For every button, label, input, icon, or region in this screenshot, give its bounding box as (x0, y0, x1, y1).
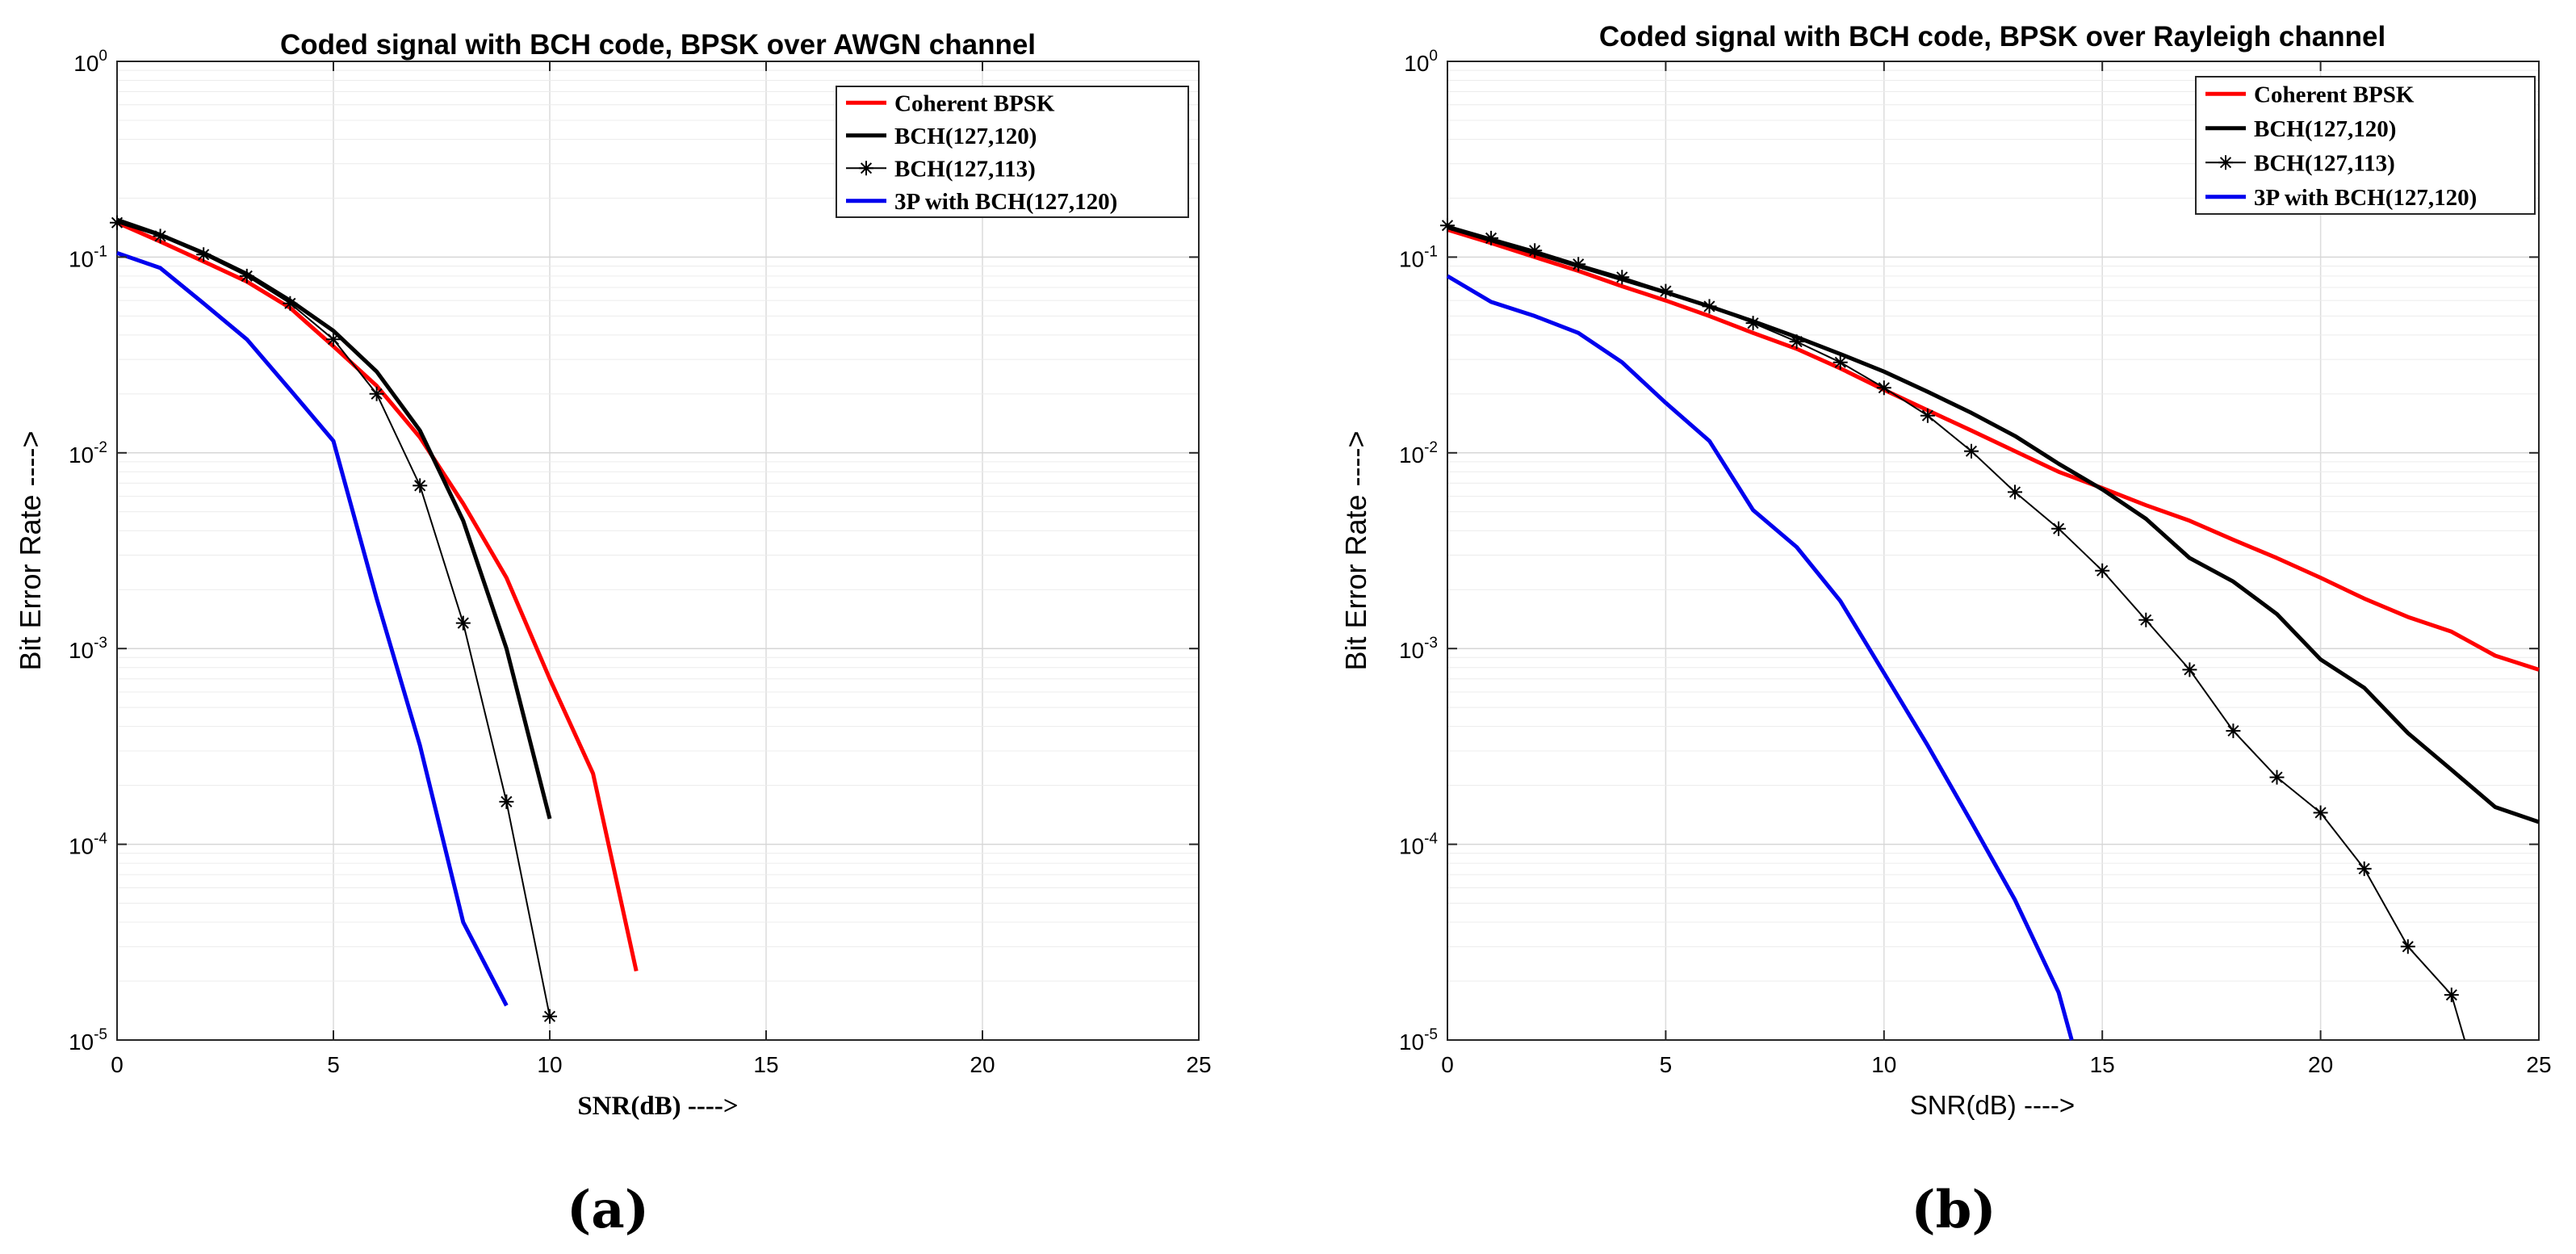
series-marker (542, 1009, 557, 1024)
x-tick-label: 15 (753, 1052, 778, 1077)
legend-entry: BCH(127,113) (894, 156, 1036, 182)
series-line (116, 217, 552, 820)
x-tick-label: 10 (537, 1052, 562, 1077)
series-marker (1484, 230, 1499, 245)
series-marker (499, 794, 514, 809)
series-marker (1876, 380, 1891, 396)
series-marker (1745, 316, 1761, 331)
series-marker (1527, 243, 1543, 258)
legend-entry: BCH(127,113) (2254, 150, 2395, 176)
legend-box (2195, 76, 2536, 215)
x-axis-label-a: SNR(dB) ----> (577, 1092, 738, 1121)
y-tick-label: 10-2 (1399, 439, 1438, 468)
x-tick-label: 20 (2308, 1052, 2333, 1077)
legend-marker (859, 161, 873, 176)
series-marker (239, 268, 254, 283)
x-tick-label: 5 (1660, 1052, 1673, 1077)
chart-title-b: Coded signal with BCH code, BPSK over Ra… (1599, 21, 2385, 52)
tick-labels-a: 0 5 10 15 20 25 10-5 10-4 10-3 10-2 10-1 100 (69, 48, 1212, 1077)
legend-entry: BCH(127,120) (2254, 116, 2396, 142)
series-layer-a (110, 215, 639, 1024)
series-marker (455, 615, 471, 631)
series-marker (1658, 283, 1673, 299)
series-line (1447, 225, 2540, 824)
series-marker (1920, 408, 1935, 423)
y-tick-label: 10-3 (1399, 635, 1438, 663)
series-marker (1964, 443, 1979, 459)
series-marker (1833, 354, 1848, 370)
y-tick-label: 100 (73, 48, 107, 76)
series-marker (1615, 270, 1630, 285)
series-marker (2313, 805, 2328, 820)
legend-b: Coherent BPSK BCH(127,120) BCH(127,113) 3P … (2195, 76, 2536, 215)
series-marker (2226, 723, 2241, 739)
series-marker (2356, 861, 2372, 876)
tick-labels-b: 0 5 10 15 20 25 10-5 10-4 10-3 10-2 10-1 100 (1399, 48, 2552, 1077)
y-axis-label-b: Bit Error Rate ----> (1339, 430, 1372, 670)
chart-title-a: Coded signal with BCH code, BPSK over AW… (280, 29, 1036, 61)
legend-marker (2218, 155, 2233, 170)
series-marker (2095, 563, 2110, 578)
legend-entry: BCH(127,120) (894, 124, 1037, 149)
x-tick-label: 5 (327, 1052, 340, 1077)
y-tick-label: 10-3 (69, 635, 107, 663)
legend-entry: Coherent BPSK (2254, 82, 2415, 107)
x-axis-label-b: SNR(dB) ----> (1910, 1090, 2075, 1120)
x-tick-label: 0 (1441, 1052, 1454, 1077)
legend-a: Coherent BPSK BCH(127,120) BCH(127,113) 3P … (836, 86, 1189, 218)
series-marker (413, 478, 428, 493)
y-axis-label-a: Bit Error Rate ----> (14, 430, 47, 670)
panel-label-b: (b) (1911, 1180, 1996, 1240)
series-layer-b (1440, 218, 2540, 1041)
x-tick-label: 15 (2090, 1052, 2115, 1077)
series-marker (1702, 299, 1717, 314)
series-marker (326, 332, 341, 347)
series-marker (110, 215, 124, 230)
x-tick-label: 10 (1871, 1052, 1896, 1077)
series-marker (153, 229, 168, 244)
plot-frame-b (1447, 61, 2540, 1041)
legend-entry: 3P with BCH(127,120) (894, 189, 1117, 215)
series-marker (283, 296, 298, 311)
y-tick-label: 10-1 (1399, 243, 1438, 271)
y-tick-label: 100 (1404, 48, 1438, 76)
x-tick-label: 25 (1186, 1052, 1211, 1077)
y-tick-label: 10-5 (1399, 1026, 1438, 1055)
legend-box (836, 86, 1189, 218)
x-tick-label: 0 (111, 1052, 124, 1077)
series-marker (2400, 939, 2415, 954)
series-marker (1571, 257, 1586, 272)
plot-frame-a (116, 61, 1200, 1041)
panel-label-a: (a) (567, 1180, 649, 1240)
series-marker (1440, 218, 1455, 233)
series-line (1447, 228, 2540, 672)
series-line (116, 250, 509, 1007)
x-tick-label: 25 (2526, 1052, 2551, 1077)
series-marker (2051, 521, 2067, 536)
series-marker (2182, 662, 2197, 677)
y-tick-label: 10-5 (69, 1026, 107, 1055)
y-tick-label: 10-4 (69, 831, 107, 859)
series-marker (2008, 484, 2022, 500)
series-marker (2138, 612, 2154, 627)
chart-panel-b: 0 5 10 15 20 25 10-5 10-4 10-3 10-2 10-1 100 Coded … (1339, 21, 2552, 1240)
series-marker (1789, 334, 1804, 350)
series-marker (2269, 770, 2285, 785)
legend-entry: 3P with BCH(127,120) (2254, 185, 2477, 211)
y-tick-label: 10-1 (69, 243, 107, 271)
y-tick-label: 10-4 (1399, 831, 1438, 859)
series-marker (369, 386, 384, 401)
x-tick-label: 20 (970, 1052, 995, 1077)
y-tick-label: 10-2 (69, 439, 107, 468)
series-marker (196, 247, 212, 262)
legend-entry: Coherent BPSK (894, 90, 1055, 116)
series-marker (2444, 988, 2459, 1003)
series-line (1446, 274, 2074, 1041)
chart-panel-a: 0 5 10 15 20 25 10-5 10-4 10-3 10-2 10-1 100 Coded … (14, 29, 1212, 1240)
